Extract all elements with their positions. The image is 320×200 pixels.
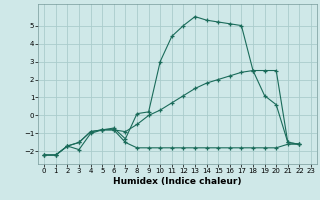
X-axis label: Humidex (Indice chaleur): Humidex (Indice chaleur) (113, 177, 242, 186)
